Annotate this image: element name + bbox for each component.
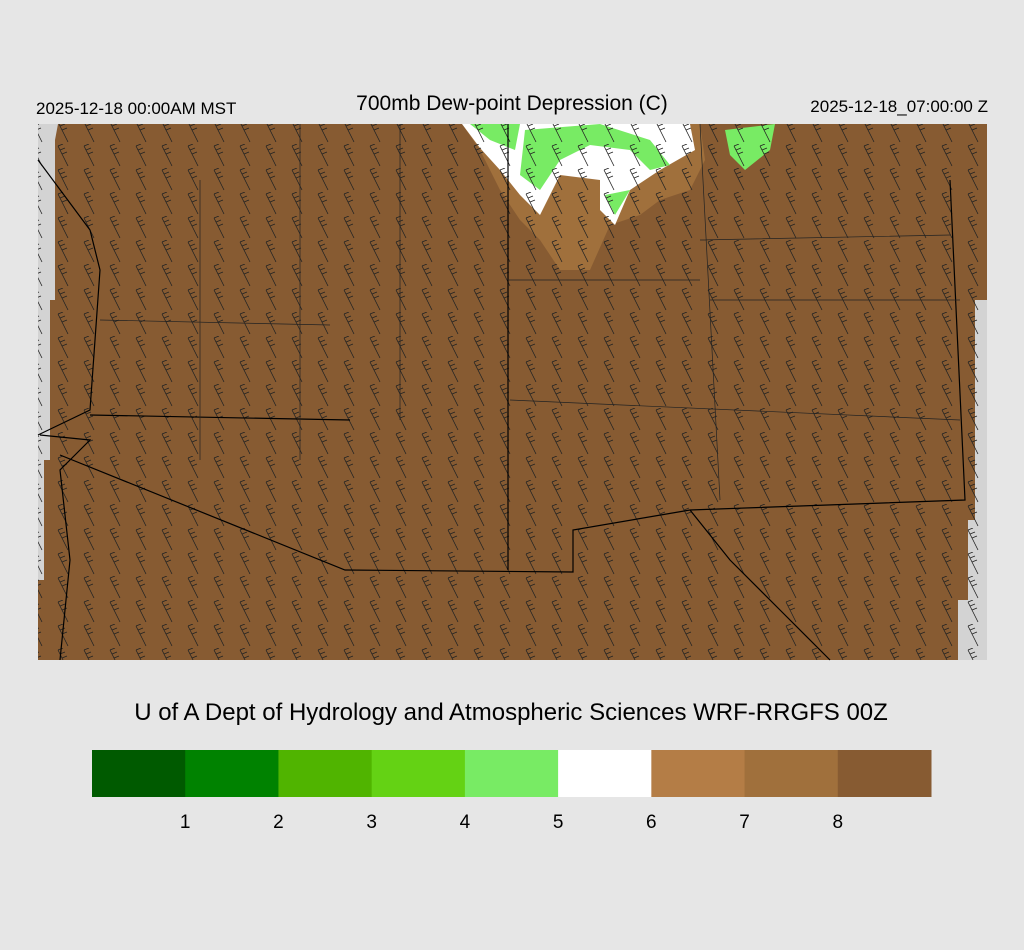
wind-barbs bbox=[38, 124, 987, 660]
model-credit: U of A Dept of Hydrology and Atmospheric… bbox=[134, 699, 888, 726]
colorbar-swatch bbox=[651, 750, 746, 797]
colorbar-swatch bbox=[278, 750, 373, 797]
valid-time-utc: 2025-12-18_07:00:00 Z bbox=[810, 97, 988, 116]
colorbar-swatch bbox=[464, 750, 559, 797]
colorbar-swatch bbox=[371, 750, 466, 797]
colorbar-label: 8 bbox=[832, 812, 843, 833]
colorbar-swatch bbox=[744, 750, 839, 797]
county-lines bbox=[99, 123, 961, 501]
boundaries bbox=[37, 124, 966, 661]
map-title: 700mb Dew-point Depression (C) bbox=[356, 92, 668, 115]
map bbox=[37, 123, 987, 661]
colorbar-swatch bbox=[185, 750, 279, 797]
colorbar-swatch bbox=[558, 750, 652, 797]
colorbar-label: 5 bbox=[553, 812, 564, 833]
colorbar-label: 3 bbox=[366, 812, 377, 833]
colorbar-label: 2 bbox=[273, 812, 284, 833]
colorbar-label: 1 bbox=[180, 812, 191, 833]
colorbar-swatch bbox=[837, 750, 932, 797]
colorbar-swatch bbox=[92, 750, 186, 797]
valid-time-local: 2025-12-18 00:00AM MST bbox=[36, 99, 236, 118]
colorbar: 1 2 3 4 5 6 7 8 bbox=[92, 750, 932, 833]
colorbar-label: 4 bbox=[460, 812, 471, 833]
colorbar-label: 6 bbox=[646, 812, 657, 833]
colorbar-label: 7 bbox=[739, 812, 750, 833]
